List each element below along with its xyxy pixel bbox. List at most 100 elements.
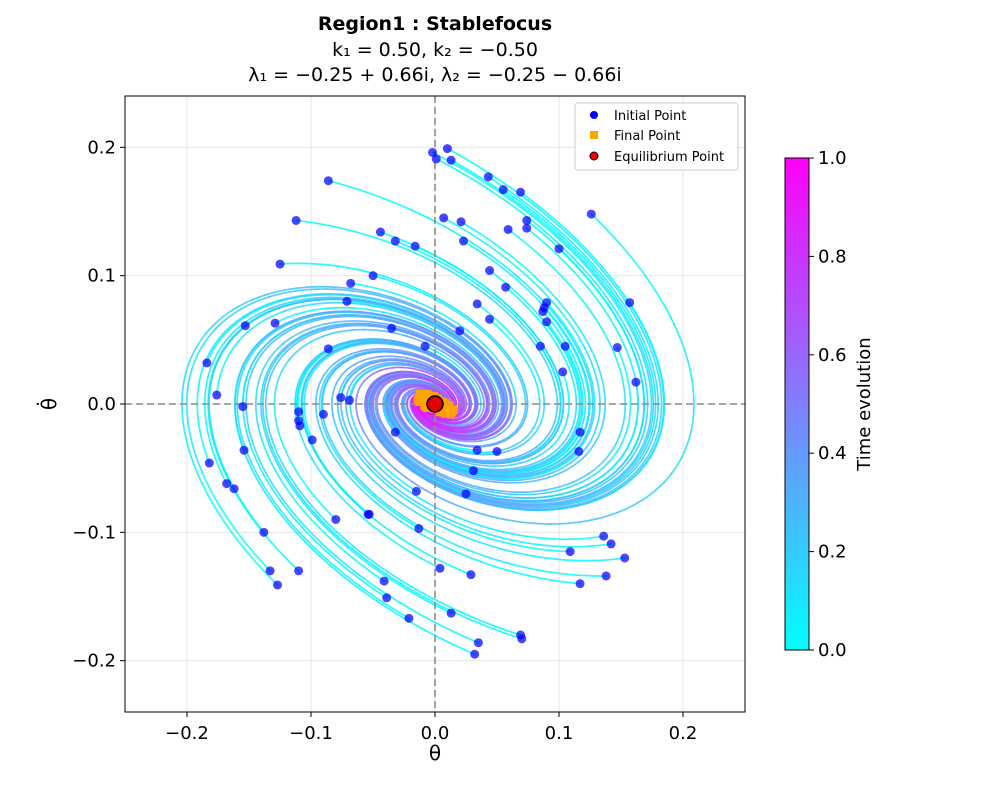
trajectory-3-segment xyxy=(530,494,590,507)
trajectory-32-segment xyxy=(381,311,433,330)
trajectory-27-segment xyxy=(400,396,404,409)
trajectory-44-segment xyxy=(401,374,420,378)
x-tick-label-2: 0.0 xyxy=(421,723,450,744)
trajectory-18-segment xyxy=(462,240,542,304)
initial-point xyxy=(259,527,269,537)
legend-label-equilibrium: Equilibrium Point xyxy=(614,150,724,165)
trajectory-44-segment xyxy=(545,479,598,498)
initial-point xyxy=(294,407,304,417)
trajectory-6-segment xyxy=(601,277,651,365)
trajectory-86-segment xyxy=(264,389,276,448)
trajectory-80-segment xyxy=(466,422,482,430)
trajectory-86-segment xyxy=(411,333,449,353)
initial-point xyxy=(461,489,471,499)
trajectory-80-segment xyxy=(254,381,263,441)
trajectory-8-segment xyxy=(363,369,382,383)
trajectory-81-segment xyxy=(429,413,439,419)
trajectory-38-segment xyxy=(471,380,482,400)
trajectory-41-segment xyxy=(377,418,396,444)
trajectory-72-segment xyxy=(458,390,465,403)
trajectory-10-segment xyxy=(383,388,391,404)
trajectory-44-segment xyxy=(375,379,388,393)
trajectory-88-segment xyxy=(282,317,330,336)
trajectory-76-segment xyxy=(207,400,230,481)
initial-point xyxy=(522,215,532,225)
trajectory-88-segment xyxy=(482,376,494,400)
trajectory-88-segment xyxy=(358,573,480,644)
trajectory-1-segment xyxy=(641,405,663,466)
trajectory-81-segment xyxy=(480,560,581,585)
trajectory-75-segment xyxy=(267,288,335,298)
trajectory-87-segment xyxy=(422,412,432,421)
initial-point xyxy=(456,217,466,227)
trajectory-58-segment xyxy=(459,470,503,480)
trajectory-2-segment xyxy=(375,424,397,453)
initial-point xyxy=(560,341,570,351)
trajectory-88-segment xyxy=(489,397,494,417)
trajectory-66-segment xyxy=(321,328,366,338)
initial-point xyxy=(222,479,232,489)
trajectory-40-segment xyxy=(506,462,546,474)
initial-point xyxy=(379,576,389,586)
trajectory-23-segment xyxy=(458,439,482,443)
trajectory-44-segment xyxy=(405,455,445,481)
trajectory-30-segment xyxy=(578,369,587,420)
trajectory-65-segment xyxy=(439,383,451,393)
trajectory-76-segment xyxy=(430,425,448,434)
trajectory-74-segment xyxy=(388,493,454,533)
initial-point xyxy=(574,446,584,456)
trajectory-87-segment xyxy=(484,391,489,411)
trajectory-57-segment xyxy=(421,432,444,446)
trajectory-77-segment xyxy=(473,402,479,416)
trajectory-62-segment xyxy=(478,353,501,383)
trajectory-29-segment xyxy=(492,470,535,477)
trajectory-81-segment xyxy=(316,363,335,391)
trajectory-27-segment xyxy=(440,444,469,455)
trajectory-83-segment xyxy=(295,520,388,599)
trajectory-20-segment xyxy=(279,262,362,272)
final-point xyxy=(413,395,422,404)
trajectory-77-segment xyxy=(294,407,313,460)
trajectory-56-segment xyxy=(403,393,409,403)
trajectory-73-segment xyxy=(420,362,443,375)
trajectory-76-segment xyxy=(207,342,229,402)
trajectory-73-segment xyxy=(440,372,457,387)
trajectory-72-segment xyxy=(430,368,450,381)
trajectory-61-segment xyxy=(394,421,412,443)
trajectory-78-segment xyxy=(325,342,360,357)
trajectory-41-segment xyxy=(394,375,413,379)
trajectory-25-segment xyxy=(554,492,614,511)
trajectory-2-segment xyxy=(369,402,377,427)
trajectory-73-segment xyxy=(453,412,462,418)
trajectory-43-segment xyxy=(399,385,411,392)
trajectory-60-segment xyxy=(503,387,509,413)
trajectory-64-segment xyxy=(441,377,455,390)
trajectory-41-segment xyxy=(616,346,632,415)
trajectory-43-segment xyxy=(419,384,432,389)
trajectory-73-segment xyxy=(369,358,397,363)
trajectory-6-segment xyxy=(619,431,653,481)
trajectory-61-segment xyxy=(434,386,444,394)
initial-point xyxy=(410,241,420,251)
trajectory-77-segment xyxy=(358,514,441,570)
trajectory-22-segment xyxy=(406,395,411,404)
trajectory-19-segment xyxy=(529,490,585,502)
trajectory-20-segment xyxy=(520,400,529,427)
trajectory-24-segment xyxy=(435,453,471,468)
trajectory-26-segment xyxy=(403,311,452,336)
trajectory-28-segment xyxy=(537,453,575,475)
trajectory-6-segment xyxy=(509,501,570,508)
trajectory-81-segment xyxy=(333,350,363,365)
trajectory-14-segment xyxy=(603,309,638,387)
trajectory-60-segment xyxy=(342,293,405,308)
trajectory-56-segment xyxy=(413,423,431,438)
trajectory-23-segment xyxy=(466,329,502,365)
trajectory-41-segment xyxy=(381,377,397,387)
trajectory-39-segment xyxy=(539,345,561,394)
trajectory-61-segment xyxy=(410,440,439,460)
trajectory-32-segment xyxy=(489,377,500,403)
trajectory-33-segment xyxy=(488,318,528,363)
initial-point xyxy=(442,144,452,154)
trajectory-72-segment xyxy=(461,400,465,411)
trajectory-87-segment xyxy=(447,350,474,373)
